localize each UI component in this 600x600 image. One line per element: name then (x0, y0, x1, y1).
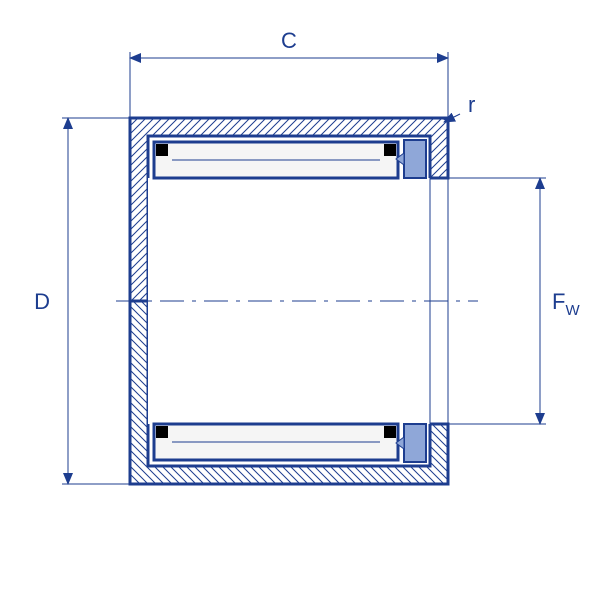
roller-bottom-cage-right (384, 426, 396, 438)
seal-bottom (404, 424, 426, 462)
label-fw: FW (552, 289, 580, 319)
label-r: r (468, 92, 475, 117)
roller-top-cage-right (384, 144, 396, 156)
label-d: D (34, 289, 50, 314)
roller-top-cage-left (156, 144, 168, 156)
seal-top (404, 140, 426, 178)
roller-bottom-cage-left (156, 426, 168, 438)
bearing-diagram: C D FW r (0, 0, 600, 600)
label-c: C (281, 28, 297, 53)
